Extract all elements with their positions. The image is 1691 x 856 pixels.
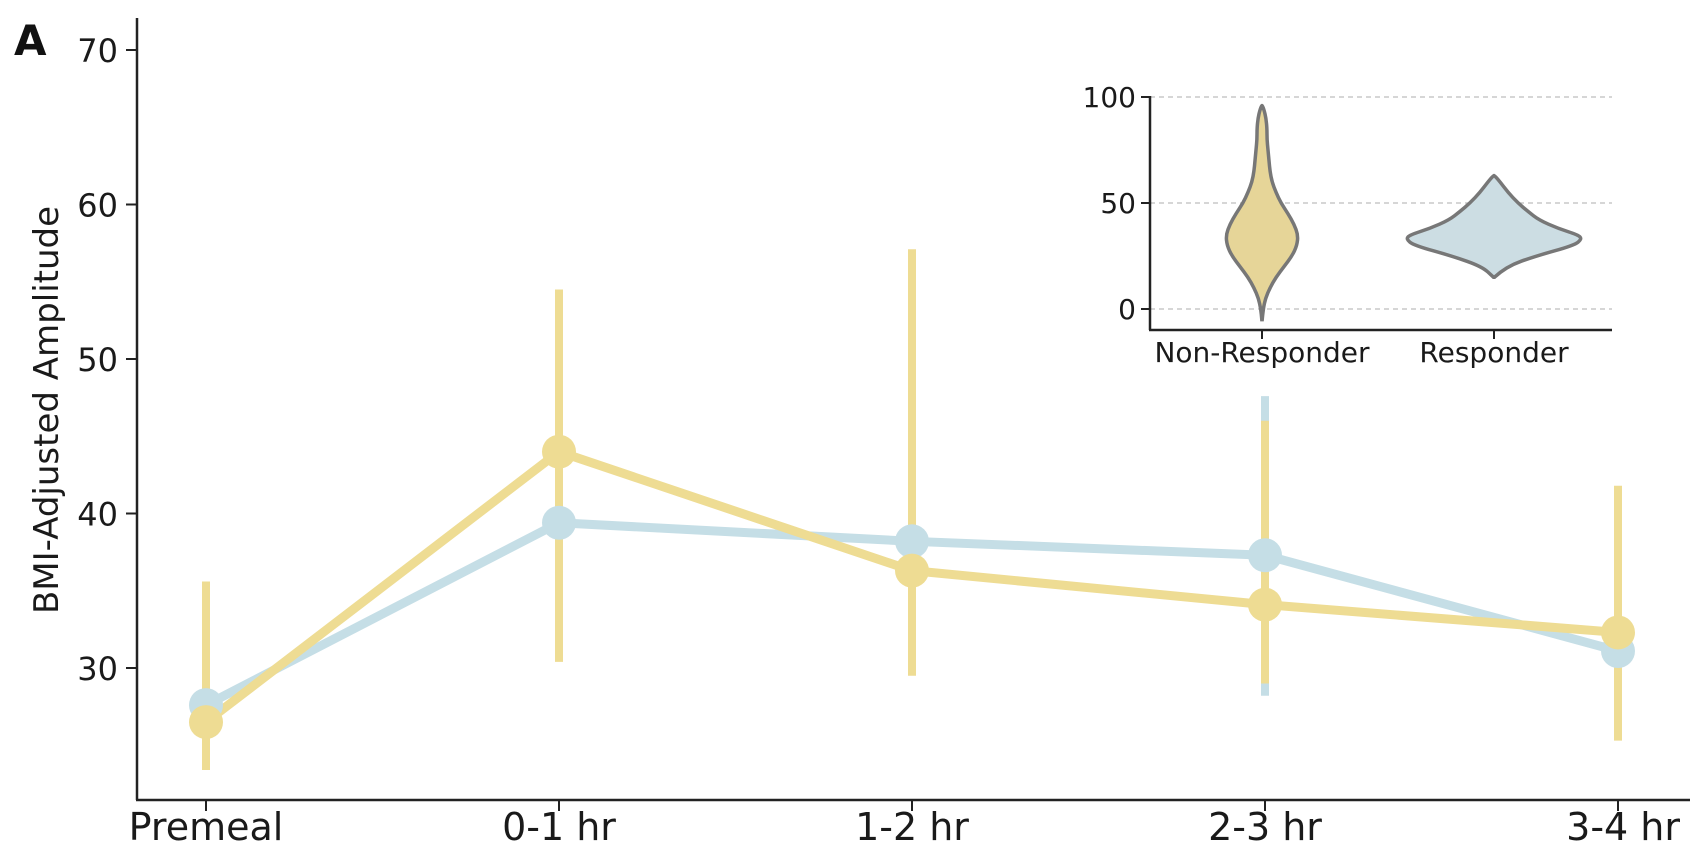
- y-tick-label: 60: [77, 187, 118, 225]
- inset-x-tick-label: Responder: [1419, 336, 1569, 369]
- inset-violin-chart: 0 50 100 Non-Responder Responder: [1083, 81, 1612, 369]
- responder-point: [1248, 538, 1282, 573]
- y-axis-label: BMI-Adjusted Amplitude: [27, 206, 67, 614]
- x-ticks-group: Premeal 0-1 hr 1-2 hr 2-3 hr 3-4 hr: [129, 800, 1680, 849]
- x-tick-label: 2-3 hr: [1208, 805, 1322, 849]
- non_responder-point: [1248, 587, 1282, 622]
- inset-y-tick-label: 50: [1100, 187, 1136, 220]
- series-points-group: [189, 434, 1635, 740]
- inset-x-tick-label: Non-Responder: [1154, 336, 1370, 369]
- y-tick-label: 30: [77, 650, 118, 688]
- y-ticks-group: 30 40 50 60 70: [77, 32, 137, 688]
- error-bars-group: [202, 249, 1622, 770]
- non_responder-point: [1601, 615, 1635, 650]
- y-tick-label: 70: [77, 32, 118, 70]
- y-tick-label: 50: [77, 341, 118, 379]
- x-tick-label: 1-2 hr: [855, 805, 969, 849]
- x-tick-label: 3-4 hr: [1566, 805, 1680, 849]
- y-tick-label: 40: [77, 496, 118, 534]
- inset-y-tick-label: 0: [1118, 293, 1136, 326]
- responder-violin: [1405, 173, 1583, 279]
- main-line-chart: 30 40 50 60 70 Premeal 0-1 hr 1-2 hr 2-3 hr 3-4 …: [27, 18, 1690, 849]
- non_responder-point: [189, 705, 223, 740]
- inset-gridlines: [1150, 96, 1612, 310]
- inset-x-ticks-group: Non-Responder Responder: [1154, 330, 1569, 369]
- x-tick-label: Premeal: [129, 805, 284, 849]
- non_responder-point: [542, 434, 576, 469]
- x-tick-label: 0-1 hr: [502, 805, 616, 849]
- non_responder-violin: [1224, 103, 1300, 322]
- inset-y-ticks-group: 0 50 100: [1083, 81, 1150, 326]
- non_responder-point: [895, 553, 929, 588]
- panel-label: A: [14, 16, 47, 65]
- responder-point: [895, 524, 929, 559]
- inset-y-tick-label: 100: [1083, 81, 1136, 114]
- inset-violins-group: [1224, 103, 1583, 322]
- responder-point: [542, 505, 576, 540]
